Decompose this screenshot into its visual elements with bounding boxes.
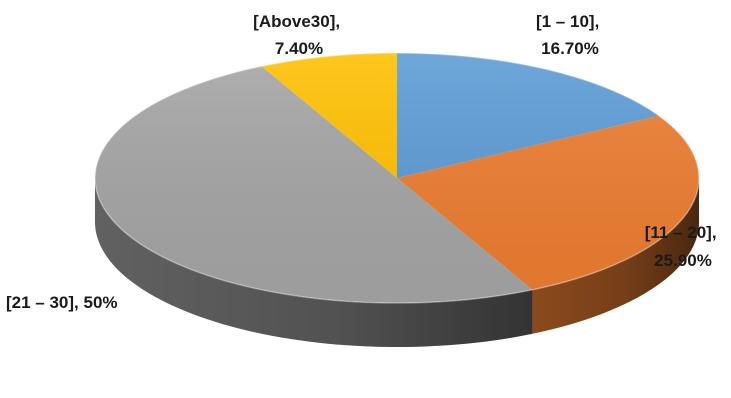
slice-category-separator: , (595, 12, 600, 31)
slice-value-label: 16.70% (541, 39, 599, 58)
slice-category: [21 – 30] (6, 293, 74, 312)
slice-value-label: 25.90% (654, 251, 712, 270)
slice-label-above30: [Above30], 7.40% (253, 12, 345, 58)
pie-side-shade-11-20 (532, 178, 699, 334)
slice-label-11-20: [11 – 20], 25.90% (645, 223, 722, 270)
slice-value-label: 50% (84, 293, 118, 312)
pie-labels-layer: [1 – 10], 16.70% [11 – 20], 25.90% [21 –… (6, 12, 722, 312)
slice-category-separator: , (74, 293, 83, 312)
pie-side-layer (95, 178, 699, 347)
slice-category-separator: , (335, 12, 340, 31)
pie-rim (94, 52, 700, 304)
pie-top-layer (94, 52, 700, 304)
slice-category: [11 – 20] (645, 223, 712, 242)
pie-side-shade-21-30 (95, 178, 533, 347)
slice-category: [Above30] (253, 12, 335, 31)
slice-label-1-10: [1 – 10], 16.70% (536, 12, 604, 58)
pie-top-highlight (95, 53, 699, 303)
slice-label-21-30: [21 – 30], 50% (6, 293, 118, 312)
slice-category-separator: , (712, 223, 717, 242)
slice-category: [1 – 10] (536, 12, 595, 31)
slice-value-label: 7.40% (275, 39, 323, 58)
